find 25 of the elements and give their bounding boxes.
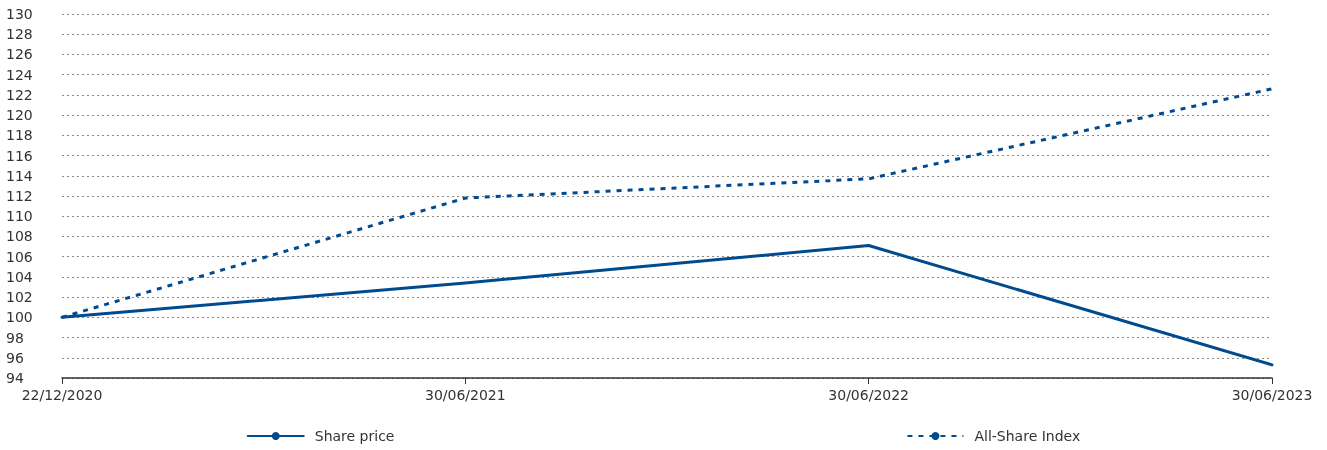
y-tick-label: 108	[6, 228, 33, 245]
y-tick-label: 120	[6, 107, 33, 124]
y-tick-label: 124	[6, 66, 33, 83]
legend-label: Share price	[314, 428, 395, 444]
y-tick-label: 98	[6, 329, 24, 346]
y-tick-label: 106	[6, 248, 33, 265]
y-tick-label: 128	[6, 26, 33, 43]
y-tick-label: 104	[6, 268, 33, 285]
y-tick-label: 102	[6, 289, 33, 306]
y-tick-label: 96	[6, 349, 24, 366]
y-tick-label: 112	[6, 188, 33, 204]
y-tick-label: 118	[6, 127, 33, 144]
y-tick-label: 114	[6, 167, 33, 184]
legend-label: All-Share Index	[974, 428, 1081, 444]
y-tick-label: 130	[6, 6, 33, 22]
y-tick-label: 100	[6, 309, 33, 326]
y-tick-label: 110	[6, 208, 33, 225]
x-tick-label: 30/06/2023	[1231, 387, 1313, 403]
y-tick-label: 122	[6, 86, 33, 103]
x-tick-label: 30/06/2022	[828, 387, 910, 403]
x-tick-label: 22/12/2020	[21, 387, 103, 403]
x-tick-label: 30/06/2021	[424, 387, 506, 403]
y-tick-label: 126	[6, 46, 33, 63]
y-tick-label: 116	[6, 147, 33, 164]
y-tick-label: 94	[6, 370, 24, 386]
